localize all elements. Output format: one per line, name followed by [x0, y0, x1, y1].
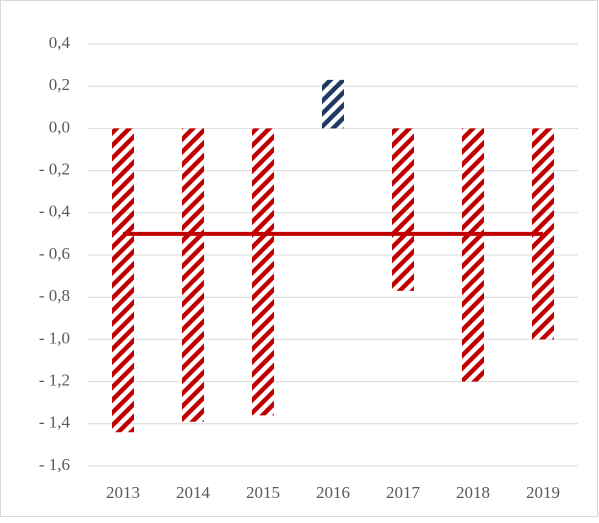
y-tick-label: 0,2: [49, 75, 70, 94]
y-tick-label: - 0,8: [39, 286, 70, 305]
x-tick-label: 2015: [246, 483, 280, 502]
y-tick-label: - 1,2: [39, 371, 70, 390]
bar: [322, 79, 344, 129]
y-tick-label: - 1,6: [39, 455, 70, 474]
x-tick-label: 2019: [526, 483, 560, 502]
y-tick-label: 0,0: [49, 117, 70, 136]
bar: [252, 128, 274, 416]
bar: [462, 128, 484, 382]
y-tick-label: - 0,4: [39, 202, 71, 221]
y-tick-label: 0,4: [49, 33, 71, 52]
x-tick-label: 2013: [106, 483, 140, 502]
x-tick-label: 2014: [176, 483, 211, 502]
y-tick-label: - 1,0: [39, 328, 70, 347]
bar: [392, 128, 414, 291]
y-tick-label: - 0,6: [39, 244, 70, 263]
x-tick-label: 2018: [456, 483, 490, 502]
bar: [182, 128, 204, 422]
y-tick-label: - 0,2: [39, 160, 70, 179]
x-tick-label: 2017: [386, 483, 421, 502]
bar: [112, 128, 134, 433]
x-tick-label: 2016: [316, 483, 350, 502]
y-tick-label: - 1,4: [39, 413, 71, 432]
